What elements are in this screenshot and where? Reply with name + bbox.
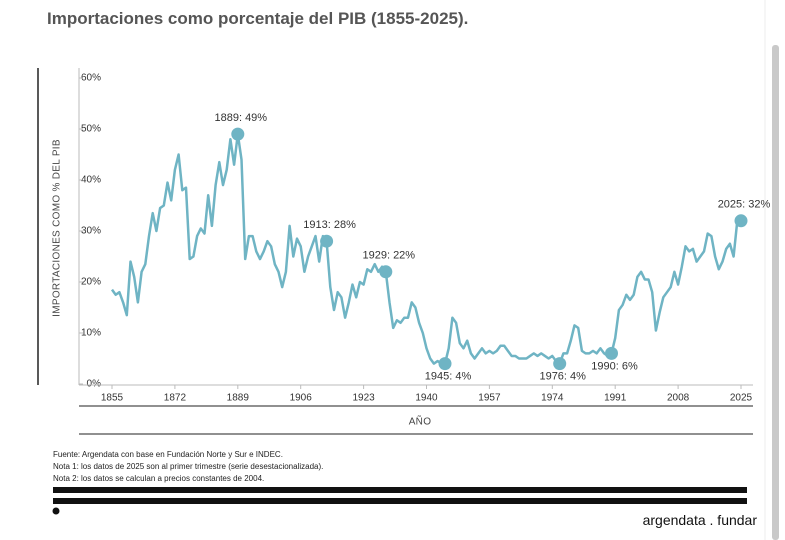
note-1: Nota 1: los datos de 2025 son al primer …	[53, 462, 323, 471]
annotation-label: 1929: 22%	[362, 250, 415, 262]
annotation-marker	[379, 265, 393, 279]
x-tick-label: 1855	[101, 393, 124, 404]
bar-decoration	[53, 487, 747, 493]
annotation-label: 1976: 4%	[539, 371, 586, 383]
x-tick-label: 1872	[164, 393, 187, 404]
annotation-marker	[231, 127, 245, 141]
x-tick-label: 1974	[541, 393, 564, 404]
x-axis-title: AÑO	[409, 415, 432, 428]
y-tick-label: 60%	[81, 73, 101, 84]
y-tick-label: 50%	[81, 124, 101, 135]
dot-decoration	[52, 507, 60, 515]
data-line	[110, 132, 741, 365]
x-tick-label: 1923	[352, 393, 375, 404]
annotation-marker	[605, 346, 618, 360]
source-note: Fuente: Argendata con base en Fundación …	[53, 450, 283, 459]
y-tick-label: 10%	[81, 328, 101, 339]
x-tick-label: 2008	[667, 393, 690, 404]
y-axis-title: IMPORTACIONES COMO % DEL PIB	[52, 139, 63, 317]
x-tick-label: 1889	[227, 393, 250, 404]
x-tick-label: 2025	[730, 393, 753, 404]
annotation-label: 1889: 49%	[214, 112, 267, 124]
x-tick-label: 1957	[478, 393, 501, 404]
y-tick-label: 20%	[81, 277, 101, 288]
annotation-marker	[320, 234, 334, 248]
annotation-marker	[734, 214, 748, 228]
scrollbar[interactable]	[772, 45, 779, 540]
y-tick-label: 40%	[81, 175, 101, 186]
annotation-marker	[553, 357, 567, 371]
annotation-label: 1990: 6%	[591, 360, 638, 372]
annotation-label: 2025: 32%	[718, 199, 771, 211]
chart-title: Importaciones como porcentaje del PIB (1…	[47, 9, 468, 28]
note-2: Nota 2: los datos se calculan a precios …	[53, 474, 264, 483]
x-tick-label: 1906	[290, 393, 313, 404]
y-tick-label: 30%	[81, 226, 101, 237]
annotation-label: 1945: 4%	[425, 371, 472, 383]
logo: argendata . fundar	[643, 512, 758, 528]
x-tick-label: 1991	[604, 393, 627, 404]
annotation-marker	[438, 357, 452, 371]
y-tick-label: 0%	[87, 379, 102, 390]
bar-decoration	[53, 498, 747, 504]
annotation-label: 1913: 28%	[303, 219, 356, 231]
x-tick-label: 1940	[415, 393, 438, 404]
